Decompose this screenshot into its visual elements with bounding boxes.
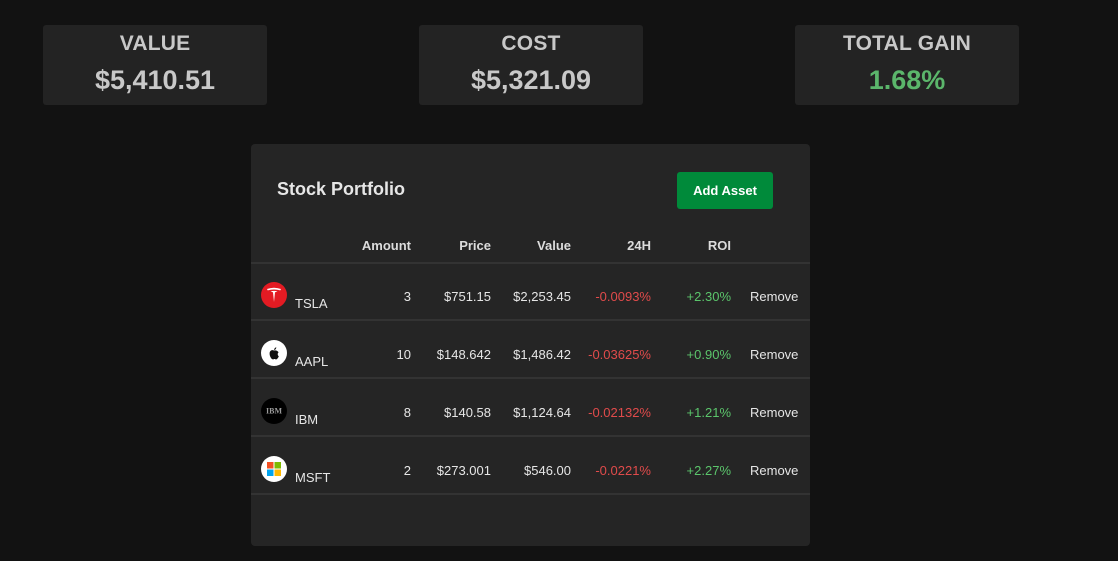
apple-logo-icon — [261, 340, 287, 366]
column-roi: ROI — [707, 238, 731, 253]
value-cell: $2,253.45 — [513, 289, 571, 304]
roi-cell: +0.90% — [686, 347, 731, 362]
table-header: Amount Price Value 24H ROI — [251, 238, 810, 264]
price-cell: $273.001 — [436, 463, 491, 478]
column-24h: 24H — [627, 238, 651, 253]
change-24h-cell: -0.02132% — [588, 405, 651, 420]
table-row: AAPL 10 $148.642 $1,486.42 -0.03625% +0.… — [251, 321, 810, 379]
value-cell: $1,124.64 — [513, 405, 571, 420]
change-24h-cell: -0.0221% — [595, 463, 651, 478]
ticker-label: AAPL — [295, 354, 329, 369]
portfolio-panel: Stock Portfolio Add Asset Amount Price V… — [251, 144, 810, 546]
amount-cell: 10 — [396, 347, 411, 362]
value-cell: $1,486.42 — [513, 347, 571, 362]
price-cell: $751.15 — [444, 289, 491, 304]
tesla-logo-icon — [261, 282, 287, 308]
cost-card: COST $5,321.09 — [419, 25, 643, 105]
price-cell: $140.58 — [444, 405, 491, 420]
amount-cell: 3 — [403, 289, 411, 304]
value-card: VALUE $5,410.51 — [43, 25, 267, 105]
amount-cell: 2 — [403, 463, 411, 478]
ticker-label: IBM — [295, 412, 319, 427]
remove-button[interactable]: Remove — [750, 405, 799, 420]
remove-button[interactable]: Remove — [750, 347, 799, 362]
cost-amount: $5,321.09 — [470, 65, 592, 95]
roi-cell: +1.21% — [686, 405, 731, 420]
column-value: Value — [537, 238, 571, 253]
amount-cell: 8 — [403, 405, 411, 420]
change-24h-cell: -0.0093% — [595, 289, 651, 304]
total-gain-amount: 1.68% — [868, 65, 946, 95]
total-gain-label: TOTAL GAIN — [843, 32, 971, 55]
change-24h-cell: -0.03625% — [588, 347, 651, 362]
value-cell: $546.00 — [524, 463, 571, 478]
table-row: MSFT 2 $273.001 $546.00 -0.0221% +2.27% … — [251, 437, 810, 495]
remove-button[interactable]: Remove — [750, 289, 799, 304]
value-amount: $5,410.51 — [94, 65, 216, 95]
column-amount: Amount — [361, 238, 411, 253]
ibm-logo-icon: IBM — [261, 398, 287, 424]
value-label: VALUE — [119, 32, 191, 55]
microsoft-logo-icon — [261, 456, 287, 482]
ticker-label: TSLA — [295, 296, 328, 311]
remove-button[interactable]: Remove — [750, 463, 799, 478]
roi-cell: +2.30% — [686, 289, 731, 304]
total-gain-card: TOTAL GAIN 1.68% — [795, 25, 1019, 105]
svg-text:IBM: IBM — [266, 407, 282, 416]
column-price: Price — [459, 238, 491, 253]
table-row: TSLA 3 $751.15 $2,253.45 -0.0093% +2.30%… — [251, 263, 810, 321]
portfolio-title: Stock Portfolio — [277, 179, 406, 199]
ticker-label: MSFT — [295, 470, 331, 485]
roi-cell: +2.27% — [686, 463, 731, 478]
price-cell: $148.642 — [436, 347, 491, 362]
add-asset-button[interactable]: Add Asset — [677, 172, 773, 209]
table-row: IBM IBM 8 $140.58 $1,124.64 -0.02132% +1… — [251, 379, 810, 437]
cost-label: COST — [501, 32, 561, 55]
